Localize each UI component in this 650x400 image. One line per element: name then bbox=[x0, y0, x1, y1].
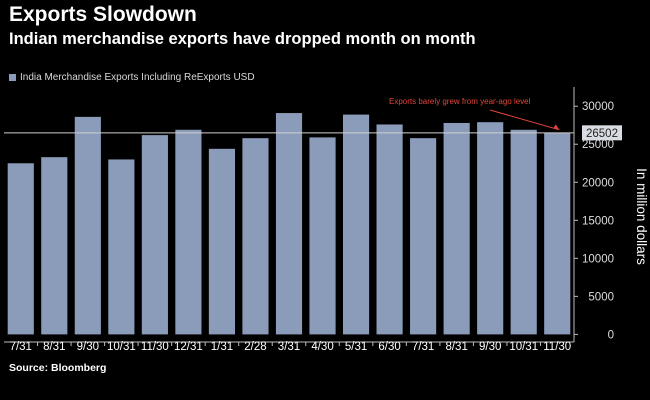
x-tick-label: 2/28 bbox=[244, 341, 266, 353]
bar bbox=[141, 135, 168, 335]
reference-value-label: 26502 bbox=[586, 128, 618, 140]
source-note: Source: Bloomberg bbox=[9, 362, 107, 374]
x-tick-label: 11/30 bbox=[543, 341, 571, 353]
legend: India Merchandise Exports Including ReEx… bbox=[9, 72, 255, 83]
annotation-arrow bbox=[489, 109, 560, 131]
x-tick-label: 9/30 bbox=[479, 341, 501, 353]
x-tick-label: 10/31 bbox=[107, 341, 136, 353]
bar bbox=[342, 114, 370, 335]
x-tick-label: 1/31 bbox=[211, 341, 233, 353]
y-tick-label: 20000 bbox=[582, 177, 614, 189]
bar bbox=[544, 132, 571, 335]
bar bbox=[309, 137, 336, 335]
y-tick-label: 30000 bbox=[582, 101, 614, 113]
y-tick-label: 15000 bbox=[582, 215, 614, 227]
bar bbox=[275, 113, 303, 335]
bar bbox=[510, 129, 537, 335]
y-tick-label: 5000 bbox=[588, 291, 614, 303]
bar bbox=[410, 138, 437, 335]
x-tick-label: 11/30 bbox=[141, 341, 169, 353]
bar bbox=[7, 163, 34, 335]
x-tick-label: 7/31 bbox=[10, 341, 32, 353]
bar bbox=[74, 116, 101, 335]
y-tick-label: 25000 bbox=[582, 139, 614, 151]
bar bbox=[477, 122, 504, 335]
chart-subtitle: Indian merchandise exports have dropped … bbox=[9, 30, 476, 48]
bar bbox=[108, 159, 135, 335]
x-tick-label: 12/31 bbox=[174, 341, 203, 353]
x-tick-label: 4/30 bbox=[311, 341, 333, 353]
bar bbox=[443, 122, 470, 335]
x-tick-label: 8/31 bbox=[445, 341, 467, 353]
y-tick-label: 0 bbox=[608, 329, 614, 341]
x-tick-label: 3/31 bbox=[278, 341, 300, 353]
legend-swatch bbox=[9, 74, 16, 81]
annotation-arrowhead bbox=[553, 124, 560, 130]
bar bbox=[41, 157, 68, 335]
reference-value-tag bbox=[582, 125, 622, 141]
chart-title: Exports Slowdown bbox=[9, 3, 197, 26]
y-tick-label: 10000 bbox=[582, 253, 614, 265]
x-tick-label: 8/31 bbox=[43, 341, 65, 353]
bar bbox=[208, 148, 236, 335]
x-tick-label: 6/30 bbox=[378, 341, 400, 353]
legend-label: India Merchandise Exports Including ReEx… bbox=[20, 72, 255, 83]
bar bbox=[175, 129, 202, 335]
x-tick-label: 9/30 bbox=[77, 341, 99, 353]
x-tick-label: 7/31 bbox=[412, 341, 434, 353]
y-axis-title: In million dollars bbox=[634, 168, 649, 265]
x-tick-label: 10/31 bbox=[509, 341, 538, 353]
bar bbox=[376, 124, 403, 335]
x-tick-label: 5/31 bbox=[345, 341, 367, 353]
annotation-label: Exports barely grew from year-ago level bbox=[389, 97, 531, 106]
bar bbox=[242, 138, 269, 335]
